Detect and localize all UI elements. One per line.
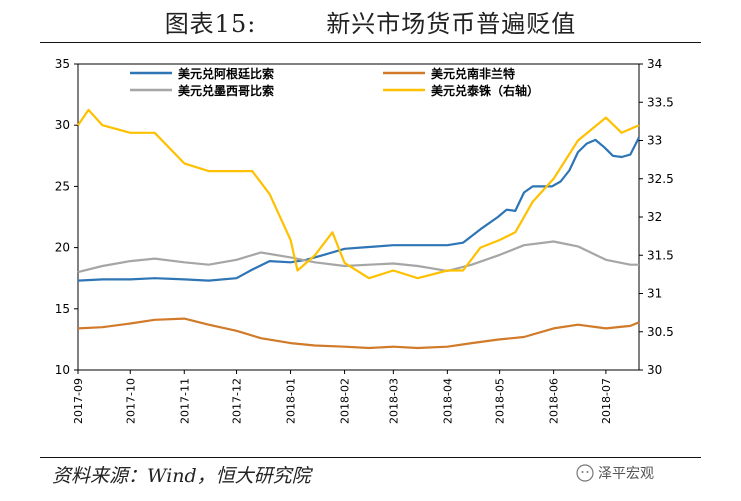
wechat-icon bbox=[576, 464, 594, 482]
x-tick-label: 2018-01 bbox=[285, 378, 298, 424]
legend-label-3: 美元兑墨西哥比索 bbox=[178, 83, 274, 98]
y-right-tick-label: 31.5 bbox=[647, 248, 674, 262]
y-right-tick-label: 30 bbox=[647, 363, 662, 377]
y-left-tick-label: 25 bbox=[55, 179, 70, 193]
series-line-3 bbox=[77, 240, 639, 274]
series-line-1 bbox=[77, 136, 640, 282]
title-rule bbox=[40, 42, 701, 43]
source-note: 资料来源：Wind，恒大研究院 bbox=[52, 465, 311, 487]
y-left-tick-label: 30 bbox=[55, 118, 70, 132]
y-right-tick-label: 33.5 bbox=[647, 95, 674, 109]
plot-frame bbox=[77, 63, 640, 371]
x-tick-label: 2018-05 bbox=[494, 378, 507, 424]
y-right-tick-label: 34 bbox=[647, 57, 662, 71]
series-line-4 bbox=[77, 108, 640, 280]
x-tick-label: 2018-03 bbox=[387, 378, 400, 424]
watermark: 泽平宏观 bbox=[576, 463, 654, 483]
x-tick-label: 2017-12 bbox=[231, 378, 244, 424]
x-tick-label: 2018-07 bbox=[600, 378, 613, 424]
y-left-tick-label: 15 bbox=[55, 302, 70, 316]
x-tick-label: 2017-10 bbox=[124, 378, 137, 424]
legend-label-4: 美元兑泰铢（右轴） bbox=[431, 83, 539, 98]
y-right-tick-label: 32 bbox=[647, 210, 662, 224]
y-left-tick-label: 10 bbox=[55, 363, 70, 377]
y-right-tick-label: 33 bbox=[647, 134, 662, 148]
series-line-2 bbox=[77, 317, 640, 350]
source-rule bbox=[40, 457, 701, 458]
x-tick-label: 2017-11 bbox=[178, 378, 191, 424]
x-tick-label: 2017-09 bbox=[72, 378, 85, 424]
figure-number: 图表15: bbox=[164, 10, 257, 38]
y-right-tick-label: 30.5 bbox=[647, 325, 674, 339]
y-left-tick-label: 20 bbox=[55, 241, 70, 255]
chart-title: 图表15: 新兴市场货币普遍贬值 bbox=[0, 4, 741, 39]
watermark-text: 泽平宏观 bbox=[598, 466, 654, 482]
y-right-tick-label: 32.5 bbox=[647, 172, 674, 186]
figure-title: 新兴市场货币普遍贬值 bbox=[326, 10, 577, 38]
legend-label-2: 美元兑南非兰特 bbox=[431, 66, 515, 81]
legend-label-1: 美元兑阿根廷比索 bbox=[178, 66, 274, 81]
y-left-tick-label: 35 bbox=[55, 57, 70, 71]
x-tick-label: 2018-04 bbox=[441, 378, 454, 424]
x-tick-label: 2018-02 bbox=[339, 378, 352, 424]
y-right-tick-label: 31 bbox=[647, 287, 662, 301]
x-tick-label: 2018-06 bbox=[548, 378, 561, 424]
